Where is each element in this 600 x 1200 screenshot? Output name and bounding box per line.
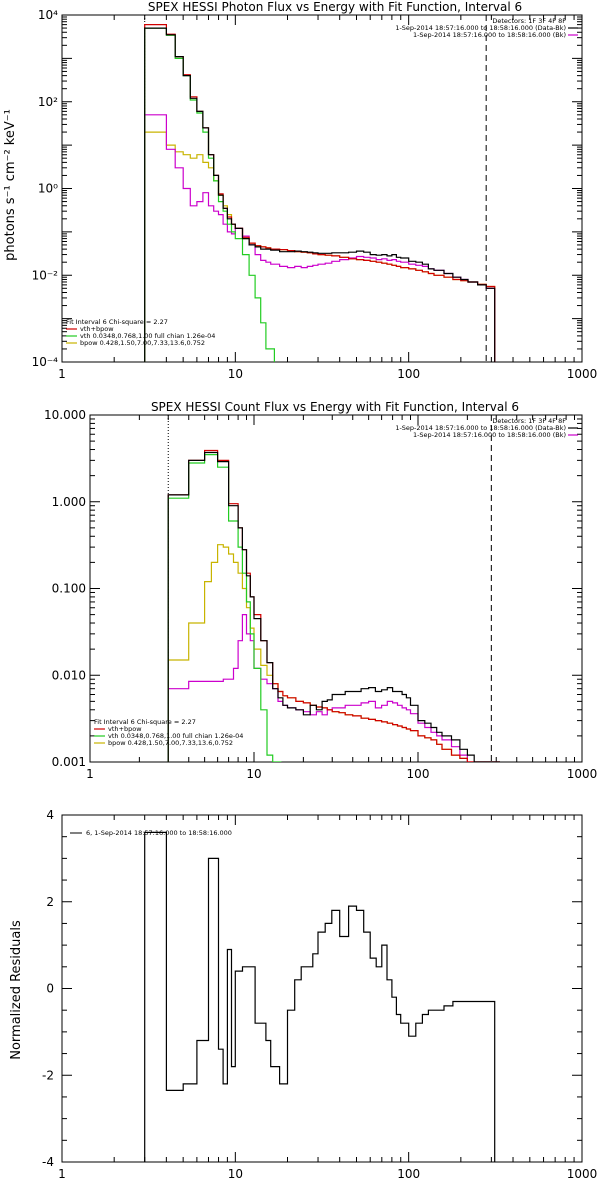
- legend-top-entry: 6, 1-Sep-2014 18:57:16.000 to 18:58:16.0…: [86, 829, 232, 837]
- x-tick-label: 100: [397, 1167, 420, 1181]
- residuals-panel: Normalized Residuals 1 10 100 1000 -4 -2 0 2 4 6,…: [9, 808, 597, 1181]
- x-tick-label: 1000: [567, 1167, 598, 1181]
- y-tick-label: 1.000: [52, 495, 86, 509]
- y-tick-label: 0.010: [52, 668, 86, 682]
- series-bpow-line: [144, 131, 496, 362]
- count-flux-panel: SPEX HESSI Count Flux vs Energy with Fit…: [44, 400, 597, 781]
- y-tick-label: 10⁰: [38, 182, 58, 196]
- y-tick-label: 4: [46, 808, 54, 822]
- legend-bottom-entry: Fit Interval 6 Chi-square = 2.27: [66, 318, 168, 326]
- x-tick-label: 10: [228, 1167, 243, 1181]
- count-flux-plot: 1 10 100 1000 0.001 0.010 0.100 1.000 10.000 Dete…: [44, 408, 597, 781]
- x-tick-label: 100: [397, 367, 420, 381]
- x-tick-label: 100: [407, 767, 430, 781]
- y-tick-label: 0: [46, 982, 54, 996]
- legend-top-entry: 1-Sep-2014 18:57:16.000 to 18:58:16.000 …: [395, 424, 566, 432]
- residuals-ylabel: Normalized Residuals: [9, 920, 24, 1060]
- series-bk-line: [144, 114, 496, 362]
- y-tick-label: 10.000: [44, 408, 86, 422]
- photon-flux-panel: SPEX HESSI Photon Flux vs Energy with Fi…: [3, 0, 597, 381]
- legend-bottom-entry: vth+bpow: [108, 725, 142, 733]
- series-vth-line: [144, 27, 275, 362]
- y-tick-label: -4: [42, 1155, 54, 1169]
- count-flux-title: SPEX HESSI Count Flux vs Energy with Fit…: [151, 400, 519, 414]
- legend-bottom-entry: vth 0.0348,0.768,1.00 full chian 1.26e-0…: [108, 732, 243, 740]
- y-tick-label: -2: [42, 1068, 54, 1082]
- photon-flux-title: SPEX HESSI Photon Flux vs Energy with Fi…: [148, 0, 522, 14]
- legend-top-entry: 1-Sep-2014 18:57:16.000 to 18:58:16.000 …: [395, 24, 566, 32]
- legend-top-entry: 1-Sep-2014 18:57:16.000 to 18:58:16.000 …: [413, 31, 566, 39]
- legend-bottom-entry: bpow 0.428,1.50,7.00,7.33,13.6,0.752: [108, 739, 233, 747]
- series-group: [167, 449, 500, 762]
- series-data-line: [144, 831, 496, 1162]
- y-tick-label: 10²: [38, 95, 58, 109]
- legend-top-entry: 1-Sep-2014 18:57:16.000 to 18:58:16.000 …: [413, 431, 566, 439]
- x-tick-label: 10: [246, 767, 261, 781]
- series-vth-line: [167, 454, 282, 762]
- photon-flux-plot: 1 10 100 1000 10⁻⁴ 10⁻² 10⁰ 10² 10⁴ Detectors: 1F…: [32, 8, 598, 381]
- y-tick-label: 10⁴: [38, 8, 58, 22]
- plot-frame: [89, 414, 583, 763]
- legend-top-entry: Detectors: 1F 3F 4F 8F: [492, 17, 566, 25]
- legend-bottom-entry: Fit Interval 6 Chi-square = 2.27: [94, 718, 196, 726]
- series-total-line: [144, 24, 496, 362]
- x-tick-label: 1000: [567, 767, 598, 781]
- plot-frame: [61, 14, 583, 363]
- residuals-plot: 1 10 100 1000 -4 -2 0 2 4 6, 1-Sep-2014 18:57:16.…: [42, 808, 597, 1181]
- plot-frame: [61, 814, 583, 1163]
- x-tick-label: 1: [86, 767, 94, 781]
- legend-bottom-entry: vth 0.0348,0.768,1.00 full chian 1.26e-0…: [80, 332, 215, 340]
- x-tick-label: 1000: [567, 367, 598, 381]
- series-group: [144, 24, 496, 362]
- series-total-line: [167, 449, 500, 762]
- photon-flux-ylabel: photons s⁻¹ cm⁻² keV⁻¹: [3, 109, 18, 261]
- legend-bottom-entry: vth+bpow: [80, 325, 114, 333]
- x-tick-label: 1: [58, 367, 66, 381]
- legend-top-entry: Detectors: 1F 3F 4F 8F: [492, 417, 566, 425]
- y-tick-label: 0.001: [52, 755, 86, 769]
- y-tick-label: 0.100: [52, 582, 86, 596]
- y-tick-label: 10⁻⁴: [32, 355, 59, 369]
- series-data-line: [144, 27, 496, 362]
- x-tick-label: 10: [228, 367, 243, 381]
- series-group: [144, 831, 496, 1162]
- series-data-line: [167, 451, 500, 762]
- y-tick-label: 10⁻²: [32, 268, 59, 282]
- x-tick-label: 1: [58, 1167, 66, 1181]
- y-tick-label: 2: [46, 895, 54, 909]
- legend-bottom-entry: bpow 0.428,1.50,7.00,7.33,13.6,0.752: [80, 339, 205, 347]
